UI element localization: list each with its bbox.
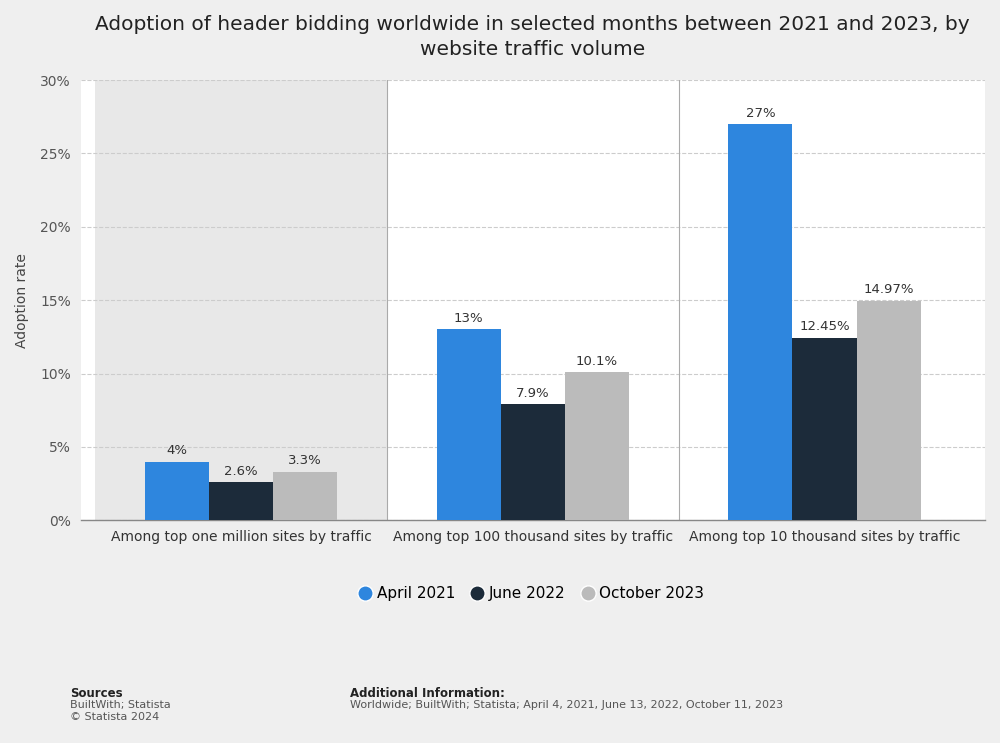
Bar: [857, 301, 921, 520]
Text: 27%: 27%: [746, 107, 775, 120]
Text: BuiltWith; Statista
© Statista 2024: BuiltWith; Statista © Statista 2024: [70, 700, 171, 721]
Bar: [437, 329, 501, 520]
Text: 14.97%: 14.97%: [863, 283, 914, 296]
Text: 7.9%: 7.9%: [516, 387, 550, 400]
Bar: [95, 80, 387, 520]
Text: 13%: 13%: [454, 312, 483, 325]
Text: Additional Information:: Additional Information:: [350, 687, 505, 700]
Text: Worldwide; BuiltWith; Statista; April 4, 2021, June 13, 2022, October 11, 2023: Worldwide; BuiltWith; Statista; April 4,…: [350, 700, 783, 710]
Text: 2.6%: 2.6%: [224, 464, 258, 478]
Text: Sources: Sources: [70, 687, 123, 700]
Bar: [565, 372, 629, 520]
Bar: [145, 461, 209, 520]
Text: 10.1%: 10.1%: [576, 354, 618, 368]
Text: 3.3%: 3.3%: [288, 455, 322, 467]
Bar: [209, 482, 273, 520]
Title: Adoption of header bidding worldwide in selected months between 2021 and 2023, b: Adoption of header bidding worldwide in …: [95, 15, 970, 59]
Bar: [728, 124, 792, 520]
Text: 4%: 4%: [166, 444, 187, 457]
Y-axis label: Adoption rate: Adoption rate: [15, 253, 29, 348]
Bar: [273, 472, 337, 520]
Bar: [501, 404, 565, 520]
Legend: April 2021, June 2022, October 2023: April 2021, June 2022, October 2023: [354, 579, 712, 609]
Text: 12.45%: 12.45%: [799, 320, 850, 333]
Bar: [792, 337, 857, 520]
